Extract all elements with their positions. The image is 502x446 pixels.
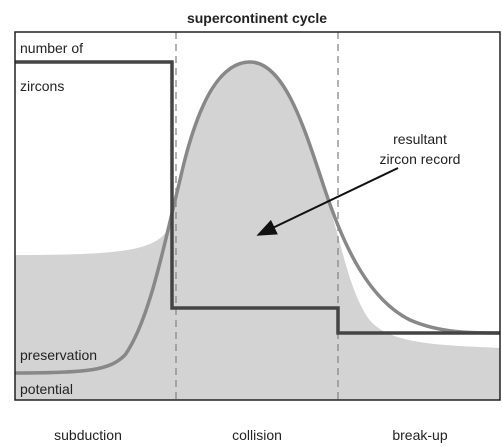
label: resultant — [393, 131, 447, 147]
zircon-curve — [15, 60, 500, 335]
arrow — [256, 167, 399, 236]
title: supercontinent cycle — [187, 10, 327, 26]
label: potential — [20, 381, 73, 397]
phase-label: subduction — [54, 427, 122, 443]
frame — [14, 31, 501, 401]
label: number of — [20, 40, 83, 56]
label: zircon record — [380, 151, 461, 167]
preservation-curve — [14, 60, 501, 375]
phase-label: collision — [232, 427, 282, 443]
label: preservation — [20, 347, 97, 363]
label: zircons — [20, 78, 64, 94]
phase-label: break-up — [392, 427, 447, 443]
